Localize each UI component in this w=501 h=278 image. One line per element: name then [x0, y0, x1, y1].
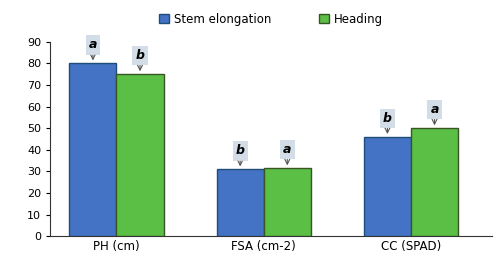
Bar: [263, 168, 310, 236]
Text: a: a: [283, 143, 291, 164]
Text: b: b: [135, 49, 144, 70]
Bar: [69, 63, 116, 236]
Bar: [216, 169, 263, 236]
Bar: [410, 128, 457, 236]
Bar: [363, 137, 410, 236]
Text: b: b: [382, 112, 391, 133]
Text: a: a: [89, 38, 97, 59]
Text: b: b: [235, 144, 244, 165]
Text: a: a: [429, 103, 438, 124]
Bar: [116, 74, 163, 236]
Legend: Stem elongation, Heading: Stem elongation, Heading: [158, 13, 383, 26]
